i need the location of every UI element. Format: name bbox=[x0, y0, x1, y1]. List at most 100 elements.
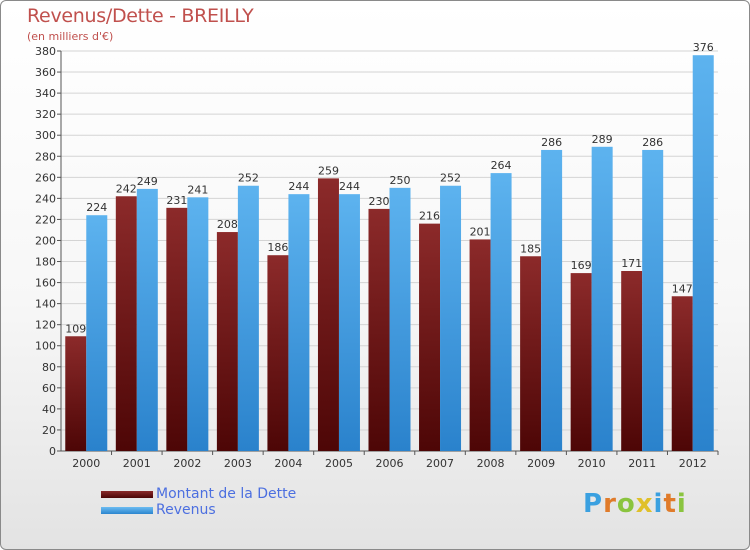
x-tick-label: 2012 bbox=[679, 457, 707, 470]
data-label-dette: 230 bbox=[369, 195, 390, 208]
bar-dette bbox=[520, 256, 542, 451]
logo-letter: P bbox=[583, 489, 604, 519]
data-label-dette: 231 bbox=[166, 194, 187, 207]
x-tick-label: 2005 bbox=[325, 457, 353, 470]
x-tick-label: 2001 bbox=[123, 457, 151, 470]
bar-dette bbox=[368, 208, 390, 451]
bar-dette bbox=[419, 223, 441, 451]
logo-letter: o bbox=[616, 489, 636, 519]
bar-dette bbox=[267, 255, 289, 451]
x-tick-label: 2007 bbox=[426, 457, 454, 470]
data-label-revenus: 376 bbox=[693, 41, 714, 54]
data-label-revenus: 252 bbox=[440, 172, 461, 185]
y-tick-label: 360 bbox=[35, 66, 56, 79]
data-label-revenus: 250 bbox=[390, 174, 411, 187]
x-tick-label: 2000 bbox=[72, 457, 100, 470]
data-label-dette: 208 bbox=[217, 218, 238, 231]
data-label-dette: 147 bbox=[672, 282, 693, 295]
bar-revenus bbox=[237, 185, 259, 451]
data-label-revenus: 286 bbox=[541, 136, 562, 149]
y-tick-label: 60 bbox=[42, 382, 56, 395]
chart-subtitle: (en milliers d'€) bbox=[27, 30, 114, 43]
y-tick-label: 380 bbox=[35, 45, 56, 58]
data-label-dette: 171 bbox=[621, 257, 642, 270]
bar-revenus bbox=[642, 149, 664, 451]
bar-dette bbox=[65, 336, 87, 451]
y-tick-label: 20 bbox=[42, 424, 56, 437]
data-label-dette: 109 bbox=[65, 322, 86, 335]
x-tick-label: 2011 bbox=[628, 457, 656, 470]
chart-title: Revenus/Dette - BREILLY bbox=[27, 5, 254, 27]
bar-revenus bbox=[389, 187, 411, 451]
data-label-dette: 169 bbox=[571, 259, 592, 272]
bar-revenus bbox=[86, 215, 108, 451]
legend-label-dette: Montant de la Dette bbox=[156, 486, 297, 502]
bar-dette bbox=[166, 207, 188, 451]
bar-revenus bbox=[288, 194, 310, 451]
y-tick-label: 240 bbox=[35, 192, 56, 205]
logo-letter: r bbox=[603, 489, 617, 519]
data-label-revenus: 286 bbox=[642, 136, 663, 149]
logo-letter: i bbox=[653, 489, 664, 519]
logo-letter: t bbox=[663, 489, 677, 519]
data-label-dette: 242 bbox=[116, 182, 137, 195]
bar-dette bbox=[216, 232, 238, 451]
y-tick-label: 140 bbox=[35, 298, 56, 311]
data-label-dette: 216 bbox=[419, 210, 440, 223]
x-tick-label: 2006 bbox=[376, 457, 404, 470]
data-label-revenus: 224 bbox=[86, 201, 107, 214]
bar-dette bbox=[317, 178, 339, 452]
bar-dette bbox=[115, 196, 137, 451]
bar-revenus bbox=[591, 146, 613, 451]
y-tick-label: 100 bbox=[35, 340, 56, 353]
x-tick-label: 2004 bbox=[274, 457, 302, 470]
legend-label-revenus: Revenus bbox=[156, 502, 216, 518]
data-label-revenus: 244 bbox=[288, 180, 309, 193]
bar-dette bbox=[621, 271, 643, 451]
y-tick-label: 120 bbox=[35, 319, 56, 332]
x-tick-label: 2010 bbox=[578, 457, 606, 470]
logo-letter: i bbox=[676, 489, 687, 519]
y-tick-label: 340 bbox=[35, 87, 56, 100]
data-label-revenus: 264 bbox=[491, 159, 512, 172]
legend-swatch-dette bbox=[101, 491, 153, 498]
bar-revenus bbox=[136, 188, 158, 452]
x-tick-label: 2003 bbox=[224, 457, 252, 470]
y-tick-label: 260 bbox=[35, 171, 56, 184]
y-tick-label: 80 bbox=[42, 361, 56, 374]
y-tick-label: 220 bbox=[35, 213, 56, 226]
bar-revenus bbox=[440, 185, 462, 451]
bar-dette bbox=[469, 239, 491, 451]
y-tick-label: 0 bbox=[49, 445, 56, 458]
y-tick-label: 40 bbox=[42, 403, 56, 416]
data-label-revenus: 289 bbox=[592, 133, 613, 146]
legend-swatch-revenus bbox=[101, 507, 153, 514]
y-tick-label: 180 bbox=[35, 256, 56, 269]
data-label-dette: 185 bbox=[520, 242, 541, 255]
bar-dette bbox=[671, 296, 693, 451]
y-tick-label: 320 bbox=[35, 108, 56, 121]
bar-revenus bbox=[338, 194, 360, 451]
data-label-revenus: 244 bbox=[339, 180, 360, 193]
y-tick-label: 300 bbox=[35, 129, 56, 142]
y-tick-label: 280 bbox=[35, 150, 56, 163]
data-label-revenus: 249 bbox=[137, 175, 158, 188]
data-label-dette: 201 bbox=[470, 225, 491, 238]
bar-revenus bbox=[541, 149, 563, 451]
x-tick-label: 2002 bbox=[173, 457, 201, 470]
x-tick-label: 2008 bbox=[477, 457, 505, 470]
data-label-revenus: 241 bbox=[187, 183, 208, 196]
data-label-dette: 259 bbox=[318, 164, 339, 177]
bar-revenus bbox=[692, 55, 714, 452]
bar-revenus bbox=[187, 197, 209, 451]
bar-dette bbox=[570, 273, 592, 451]
x-tick-label: 2009 bbox=[527, 457, 555, 470]
data-label-dette: 186 bbox=[267, 241, 288, 254]
logo-letter: x bbox=[635, 489, 654, 519]
y-tick-label: 160 bbox=[35, 277, 56, 290]
bar-revenus bbox=[490, 173, 512, 451]
proxiti-logo: Proxiti bbox=[583, 489, 687, 519]
y-tick-label: 200 bbox=[35, 234, 56, 247]
